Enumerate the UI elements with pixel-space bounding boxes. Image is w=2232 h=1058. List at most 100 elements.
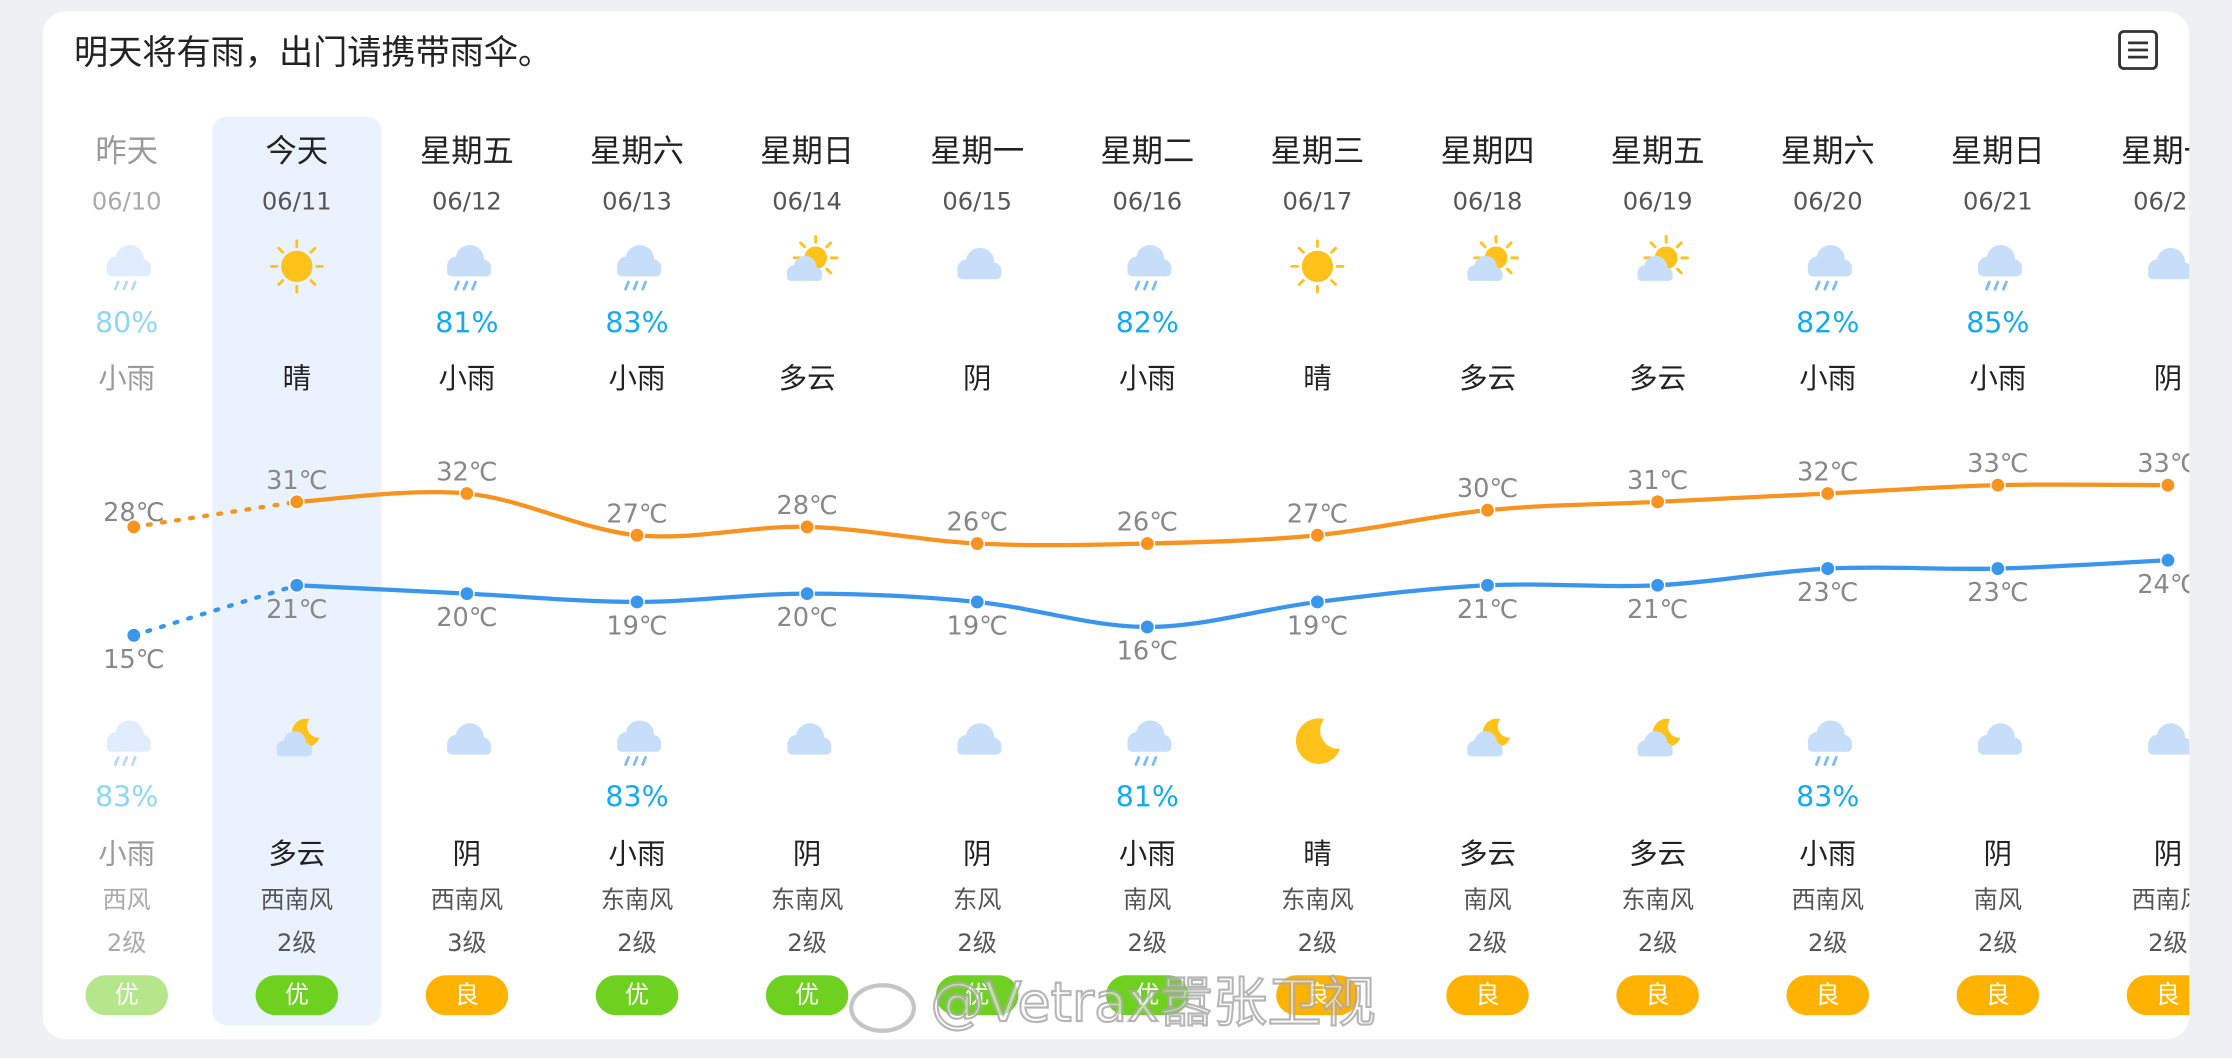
day-weather: 多云 bbox=[779, 362, 836, 395]
day-weather: 小雨 bbox=[438, 362, 495, 395]
night-weather: 晴 bbox=[1303, 838, 1331, 871]
sun-ray bbox=[825, 241, 833, 249]
low-point bbox=[799, 585, 815, 602]
weekday: 星期日 bbox=[1951, 133, 2045, 169]
rain-drop bbox=[113, 280, 120, 291]
cloud-part bbox=[1807, 741, 1852, 752]
sun-ray bbox=[1297, 246, 1305, 254]
weather-icon bbox=[957, 247, 1002, 280]
aqi-badge bbox=[595, 975, 679, 1016]
weekday: 星期一 bbox=[930, 133, 1024, 169]
weather-icon bbox=[1127, 720, 1172, 767]
weather-icon bbox=[1467, 235, 1519, 281]
menu-button[interactable] bbox=[2118, 30, 2158, 70]
cloud-part bbox=[446, 744, 492, 755]
weather-icon bbox=[1637, 235, 1689, 281]
weekday: 星期六 bbox=[590, 133, 684, 169]
low-point bbox=[2160, 552, 2176, 569]
weather-icon bbox=[446, 245, 492, 291]
high-temp: 32℃ bbox=[1797, 458, 1858, 488]
sun-ray bbox=[1675, 241, 1683, 249]
rain-drop bbox=[1823, 756, 1830, 767]
cloud-part bbox=[1807, 266, 1852, 277]
weekday: 星期五 bbox=[1611, 133, 1705, 169]
cloud-part bbox=[1127, 741, 1172, 752]
high-line-past bbox=[131, 499, 299, 530]
sun-ray bbox=[1505, 267, 1513, 275]
rain-drop bbox=[130, 756, 137, 767]
aqi-label: 优 bbox=[625, 981, 649, 1009]
weather-icon bbox=[957, 723, 1002, 755]
low-temp: 21℃ bbox=[1457, 595, 1518, 625]
day-weather: 小雨 bbox=[1799, 362, 1856, 395]
watermark-logo bbox=[849, 983, 917, 1033]
cloud-part bbox=[617, 741, 662, 752]
rain-drop bbox=[1151, 756, 1158, 767]
rain-drop bbox=[632, 280, 639, 291]
aqi-badge bbox=[1616, 975, 1699, 1016]
sun-ray bbox=[799, 241, 806, 249]
low-temp: 19℃ bbox=[947, 612, 1008, 642]
cloud-part bbox=[1637, 748, 1673, 757]
weekday: 星期一 bbox=[2121, 133, 2215, 169]
high-point bbox=[1479, 502, 1496, 519]
low-point bbox=[1309, 594, 1326, 610]
aqi-badge bbox=[1446, 975, 1529, 1016]
high-temp: 31℃ bbox=[1627, 466, 1688, 496]
sun-ray bbox=[1330, 279, 1337, 286]
rain-drop bbox=[1143, 756, 1149, 767]
low-point bbox=[459, 585, 475, 602]
aqi-label: 良 bbox=[1475, 981, 1499, 1009]
night-weather: 小雨 bbox=[1799, 838, 1856, 871]
wind-level: 2级 bbox=[277, 929, 317, 957]
high-temp: 33℃ bbox=[2137, 449, 2198, 479]
low-point bbox=[288, 577, 305, 594]
day-weather: 小雨 bbox=[1969, 362, 2026, 395]
rain-drop bbox=[1143, 280, 1149, 291]
today-highlight bbox=[212, 116, 382, 1026]
low-point bbox=[1649, 577, 1666, 594]
high-point bbox=[1990, 477, 2006, 493]
aqi-label: 优 bbox=[795, 981, 819, 1009]
weather-icon bbox=[1467, 718, 1511, 757]
aqi-badge bbox=[765, 975, 849, 1016]
rain-drop bbox=[624, 756, 630, 767]
night-weather: 多云 bbox=[1629, 838, 1686, 871]
date: 06/10 bbox=[92, 187, 162, 215]
wind-direction: 南风 bbox=[1123, 886, 1171, 914]
high-point bbox=[125, 519, 142, 535]
rain-drop bbox=[1151, 280, 1158, 291]
sun-ray bbox=[1330, 246, 1337, 254]
cloud-part bbox=[106, 741, 151, 752]
high-temp: 31℃ bbox=[266, 466, 327, 496]
low-point bbox=[629, 594, 645, 610]
night-weather: 阴 bbox=[1984, 838, 2012, 871]
aqi-label: 优 bbox=[965, 981, 989, 1009]
rain-drop bbox=[641, 280, 647, 291]
low-temp: 21℃ bbox=[1627, 595, 1688, 625]
rain-drop bbox=[471, 280, 477, 291]
day-weather: 阴 bbox=[963, 362, 991, 395]
day-weather: 多云 bbox=[1459, 362, 1516, 395]
high-temp: 28℃ bbox=[776, 491, 837, 521]
wind-level: 2级 bbox=[1128, 929, 1168, 957]
cloud-part bbox=[276, 748, 312, 757]
weather-icon bbox=[276, 718, 320, 757]
rain-drop bbox=[130, 280, 137, 291]
weather-icon bbox=[786, 235, 839, 281]
sun-ray bbox=[1675, 267, 1683, 275]
weather-icon bbox=[617, 720, 662, 767]
cloud-part bbox=[2148, 269, 2190, 280]
weekday: 星期二 bbox=[1100, 133, 1194, 169]
high-temp: 26℃ bbox=[947, 508, 1008, 538]
cloud-part bbox=[617, 266, 662, 277]
aqi-label: 良 bbox=[2156, 981, 2180, 1009]
weather-icon bbox=[106, 245, 151, 291]
aqi-badge bbox=[1786, 975, 1870, 1016]
day-weather: 晴 bbox=[283, 362, 311, 395]
low-line bbox=[296, 558, 2169, 630]
day-weather: 小雨 bbox=[98, 362, 155, 395]
night-precip: 83% bbox=[605, 781, 668, 814]
high-temp: 27℃ bbox=[606, 499, 667, 529]
sun-ray bbox=[1649, 241, 1657, 249]
